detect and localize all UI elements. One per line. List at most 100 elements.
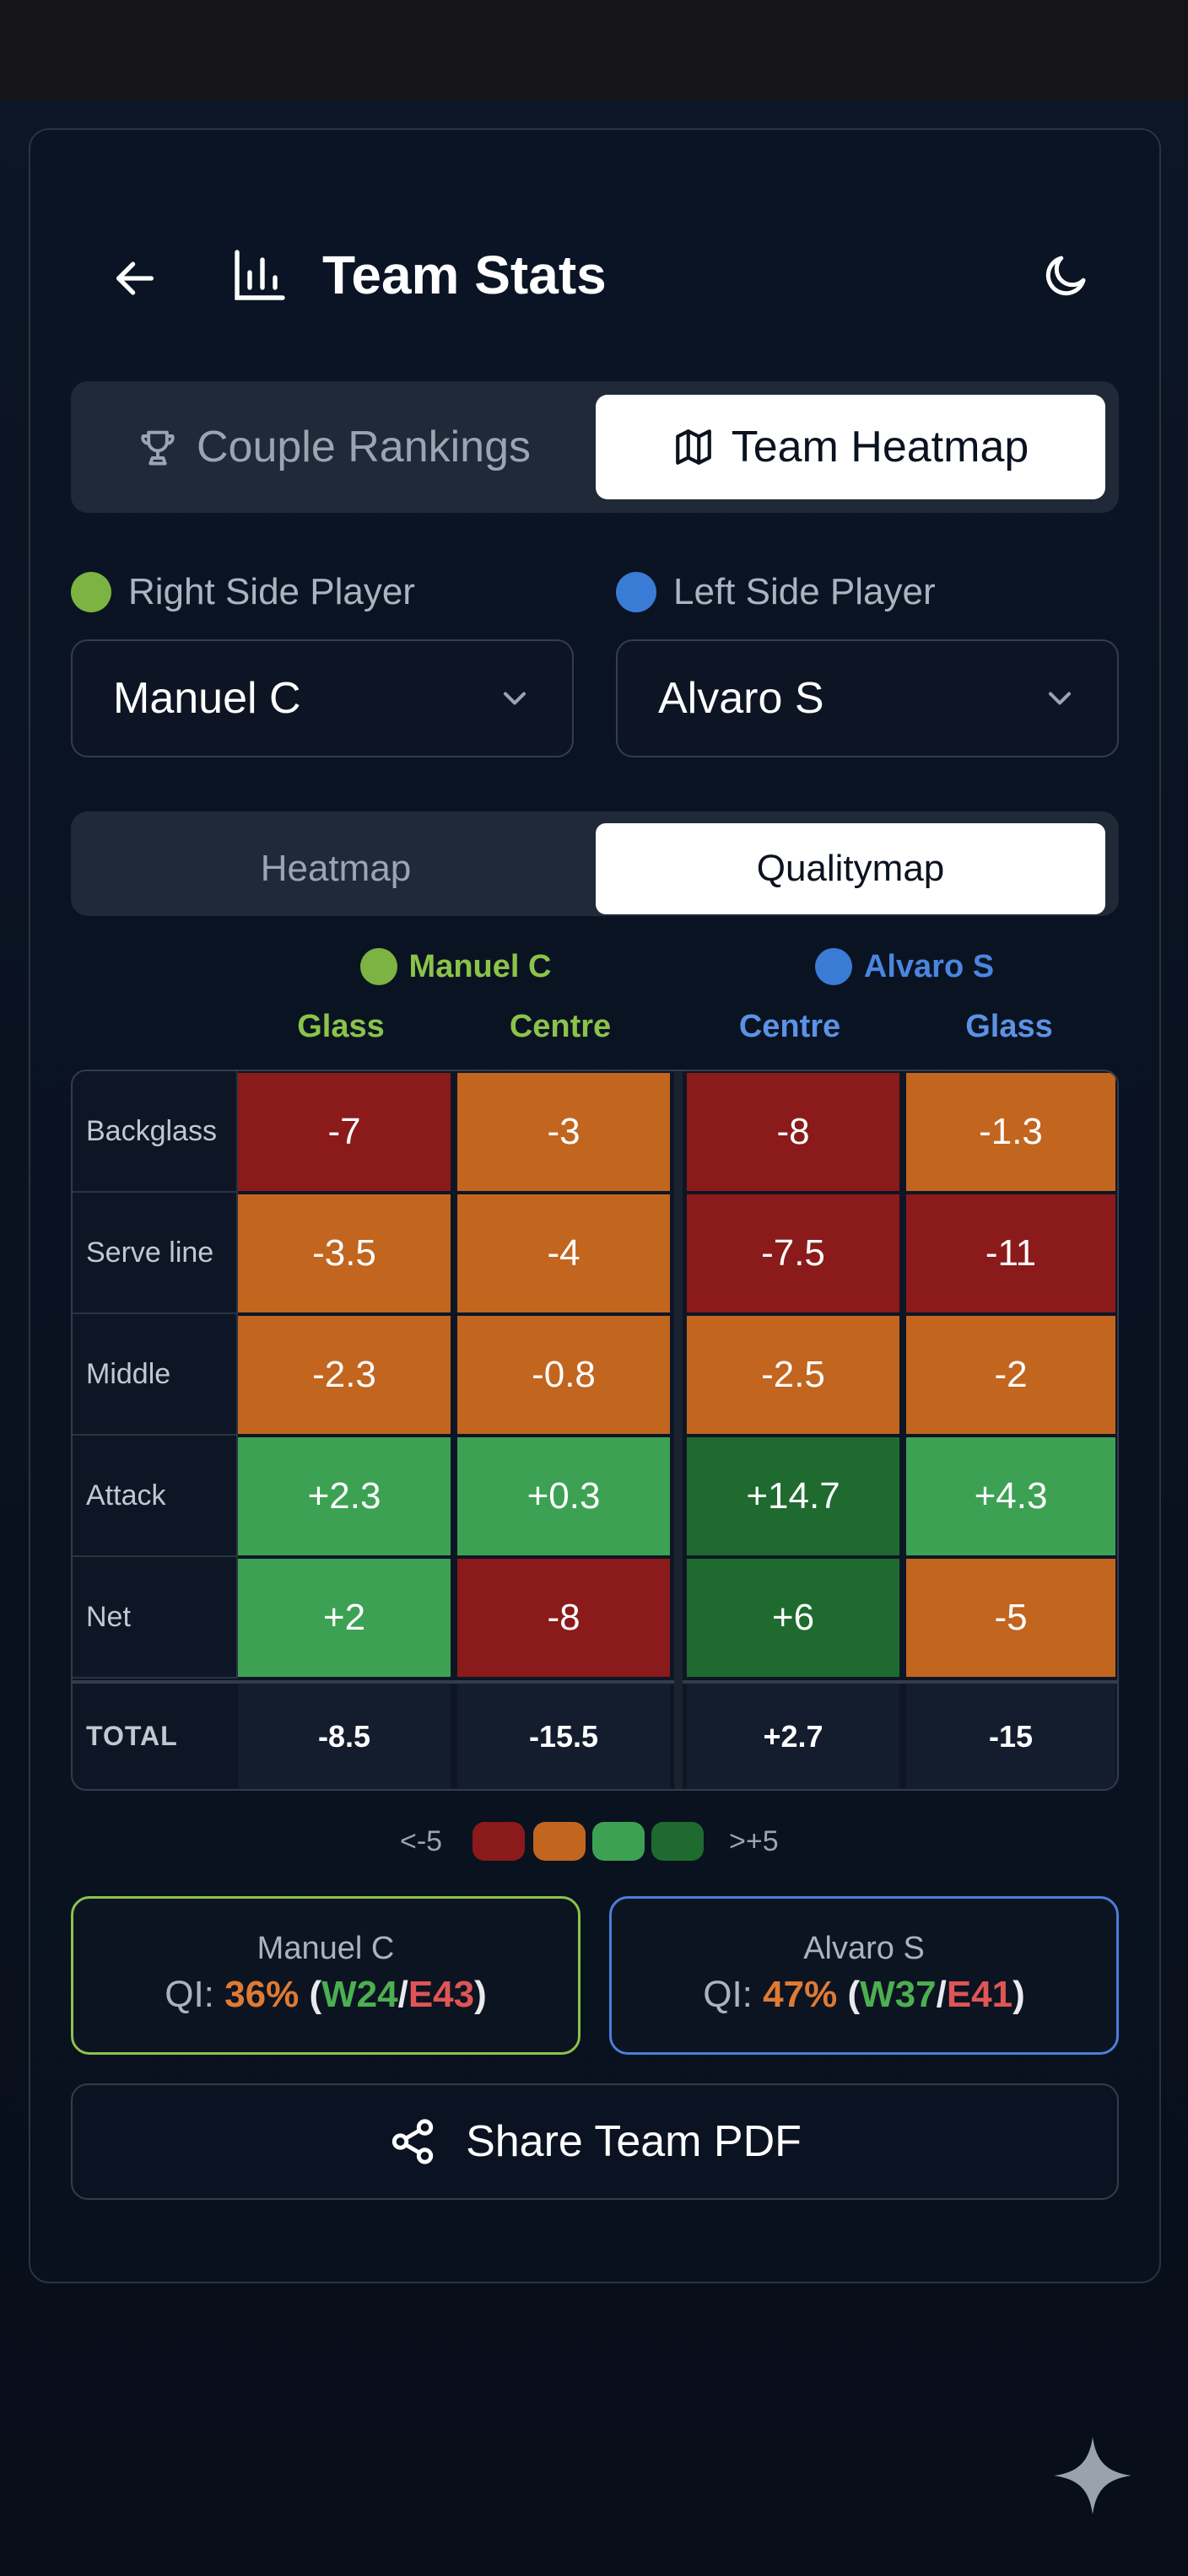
column-header: Glass (965, 1009, 1053, 1044)
legend-swatch-orange (533, 1822, 586, 1861)
heatmap-cell: -8 (457, 1559, 670, 1677)
paren-open: ( (847, 1974, 861, 2015)
left-side-player-label: Left Side Player (616, 567, 936, 617)
tab-couple-rankings-label: Couple Rankings (196, 423, 532, 472)
heatmap-cell: +2.3 (238, 1437, 451, 1555)
left-side-player-select[interactable]: Alvaro S (616, 639, 1119, 757)
right-side-player-label: Right Side Player (71, 567, 415, 617)
legend-swatch-dark-green (651, 1822, 704, 1861)
right-side-player-value: Manuel C (113, 674, 301, 723)
trophy-icon (141, 430, 175, 466)
legend-swatch-green (592, 1822, 645, 1861)
heatmap-cell: -2 (906, 1316, 1115, 1434)
column-header: Centre (509, 1009, 612, 1044)
total-cell: +2.7 (687, 1684, 899, 1789)
heatmap-cell: +6 (687, 1559, 899, 1677)
green-dot-icon (359, 948, 397, 985)
heatmap-cell: +4.3 (906, 1437, 1115, 1555)
heatmap-cell: -11 (906, 1194, 1115, 1312)
slash: / (397, 1974, 408, 2015)
left-side-player-value: Alvaro S (658, 674, 824, 723)
summary-quality-index: QI: 47% (W37/E41) (612, 1970, 1116, 2020)
heatmap-cell: -5 (906, 1559, 1115, 1677)
row-label: Attack (73, 1436, 238, 1557)
qi-label: QI: (165, 1974, 214, 2015)
heatmap-player-name: Alvaro S (863, 948, 995, 984)
total-row-label: TOTAL (86, 1721, 178, 1751)
heatmap-cell: -0.8 (457, 1316, 670, 1434)
heatmap-cell: -8 (687, 1073, 899, 1191)
legend-swatch-dark-red (472, 1822, 525, 1861)
heatmap-cell: -2.5 (687, 1316, 899, 1434)
total-cell: -15 (906, 1684, 1115, 1789)
heatmap-cell: -2.3 (238, 1316, 451, 1434)
errors-count: E41 (946, 1974, 1013, 2015)
tab-heatmap[interactable]: Heatmap (84, 823, 587, 914)
theme-toggle-button[interactable] (1036, 245, 1097, 305)
total-separator (73, 1680, 1117, 1684)
heatmap-cell: -4 (457, 1194, 670, 1312)
heatmap-player-head-right: Manuel C (236, 943, 675, 990)
heatmap-player-head-left: Alvaro S (685, 943, 1124, 990)
heatmap-cell: -3 (457, 1073, 670, 1191)
tab-qualitymap-label: Qualitymap (756, 848, 945, 889)
paren-close: ) (1012, 1974, 1025, 2015)
tab-couple-rankings[interactable]: Couple Rankings (84, 395, 582, 499)
legend-low-label: <-5 (400, 1825, 443, 1857)
map-icon (675, 429, 711, 465)
status-bar (0, 0, 1188, 100)
heatmap-cell: +0.3 (457, 1437, 670, 1555)
tab-team-heatmap-label: Team Heatmap (731, 423, 1029, 472)
qi-label: QI: (703, 1974, 753, 2015)
tab-qualitymap[interactable]: Qualitymap (596, 823, 1105, 914)
tab-heatmap-label: Heatmap (260, 848, 412, 889)
player-divider (674, 1071, 683, 1789)
column-header: Centre (738, 1009, 841, 1044)
share-team-pdf-label: Share Team PDF (466, 2117, 802, 2166)
errors-count: E43 (408, 1974, 475, 2015)
heatmap-cell: -3.5 (238, 1194, 451, 1312)
bar-chart-icon (230, 245, 290, 305)
chevron-down-icon (1048, 692, 1072, 705)
sparkle-icon (1050, 2433, 1135, 2518)
qi-percentage: 36% (224, 1974, 300, 2015)
winners-count: W37 (860, 1974, 937, 2015)
column-header: Glass (297, 1009, 385, 1044)
heatmap-cell: -7 (238, 1073, 451, 1191)
green-dot-icon (71, 572, 111, 612)
qualitymap-grid: Backglass -7 -3 -8 -1.3 Serve line -3.5 -4 -7.5-… (71, 1070, 1119, 1791)
share-icon (392, 2119, 434, 2164)
summary-player-name: Alvaro S (803, 1931, 925, 1966)
heatmap-cell: -7.5 (687, 1194, 899, 1312)
paren-close: ) (474, 1974, 487, 2015)
legend-high-label: >+5 (729, 1825, 779, 1857)
row-label: Backglass (73, 1071, 238, 1193)
heatmap-cell: +2 (238, 1559, 451, 1677)
heatmap-cell: +14.7 (687, 1437, 899, 1555)
summary-player-name: Manuel C (256, 1931, 395, 1966)
arrow-left-icon (116, 261, 154, 295)
page-title: Team Stats (322, 245, 607, 305)
row-label: Net (73, 1557, 238, 1679)
winners-count: W24 (321, 1974, 398, 2015)
chevron-down-icon (503, 692, 526, 705)
moon-icon (1045, 256, 1086, 296)
heatmap-cell: -1.3 (906, 1073, 1115, 1191)
total-cell: -15.5 (457, 1684, 670, 1789)
slash: / (936, 1974, 947, 2015)
tab-team-heatmap[interactable]: Team Heatmap (596, 395, 1105, 499)
paren-open: ( (309, 1974, 322, 2015)
right-side-player-select[interactable]: Manuel C (71, 639, 574, 757)
heatmap-player-name: Manuel C (408, 948, 552, 984)
total-cell: -8.5 (238, 1684, 451, 1789)
summary-box-right-player: Manuel C QI: 36% (W24/E43) (71, 1896, 580, 2055)
row-label: Serve line (73, 1193, 238, 1314)
back-button[interactable] (94, 238, 176, 319)
blue-dot-icon (616, 572, 656, 612)
right-side-player-label-text: Right Side Player (128, 571, 415, 612)
summary-box-left-player: Alvaro S QI: 47% (W37/E41) (609, 1896, 1119, 2055)
share-team-pdf-button[interactable]: Share Team PDF (71, 2083, 1119, 2200)
row-label: Middle (73, 1314, 238, 1436)
left-side-player-label-text: Left Side Player (673, 571, 936, 612)
summary-quality-index: QI: 36% (W24/E43) (73, 1970, 578, 2020)
